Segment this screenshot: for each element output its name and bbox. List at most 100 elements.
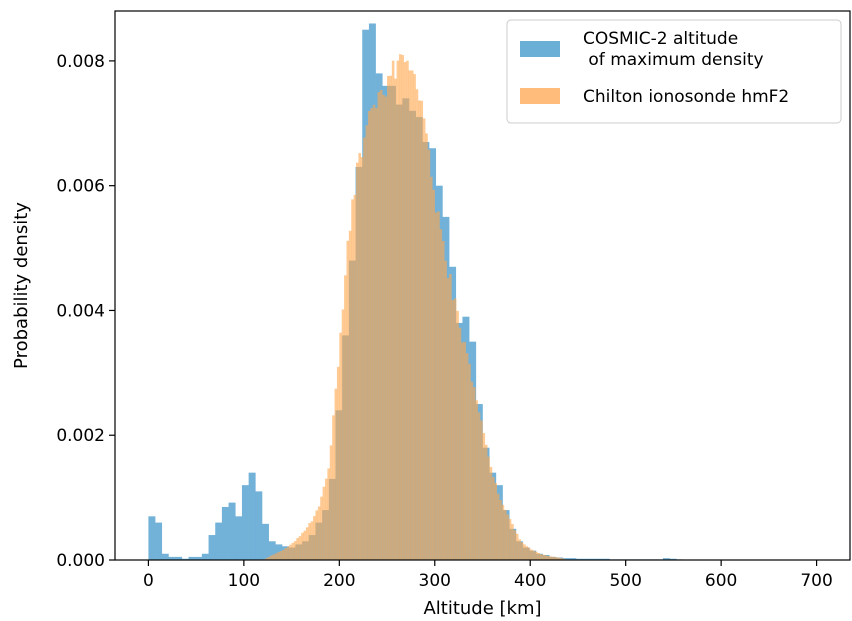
chilton-bar (472, 387, 476, 560)
chilton-bar (284, 548, 288, 560)
chilton-bar (558, 557, 562, 560)
chilton-bar (551, 556, 555, 560)
chilton-bar (332, 415, 335, 560)
chilton-bar (298, 536, 302, 560)
chilton-bar (461, 342, 464, 560)
chilton-bar (503, 509, 507, 560)
chilton-bar (272, 554, 276, 560)
x-axis-label: Altitude [km] (423, 598, 541, 619)
chilton-bar (487, 456, 490, 560)
cosmic-bar (215, 522, 223, 560)
chilton-bar (554, 557, 557, 560)
chilton-bar (327, 468, 330, 560)
cosmic-bar (562, 558, 570, 560)
chilton-bar (413, 74, 416, 561)
y-axis: 0.000 0.002 0.004 0.006 0.008 (56, 52, 115, 571)
chilton-bar (499, 499, 502, 560)
chilton-bar (446, 278, 450, 560)
legend-swatch-chilton (520, 88, 560, 104)
chilton-bar (525, 546, 529, 560)
chilton-bar (537, 553, 540, 560)
cosmic-bar (262, 523, 269, 560)
chilton-bar (535, 551, 538, 560)
chilton-bar (492, 477, 495, 560)
cosmic-bar (228, 502, 236, 560)
chilton-bar (296, 538, 299, 560)
chilton-bar (308, 523, 311, 560)
chilton-bar (325, 478, 328, 560)
chilton-bar (458, 327, 462, 560)
chilton-bar (265, 558, 268, 560)
chilton-bar (351, 199, 354, 560)
chilton-bar (341, 309, 345, 560)
chilton-bar (511, 524, 514, 560)
chilton-bar (484, 444, 488, 560)
x-tick-label: 0 (143, 571, 154, 591)
chilton-bar (420, 100, 424, 561)
chilton-bar (506, 514, 509, 560)
chilton-bar (410, 70, 414, 561)
chilton-bar (527, 547, 531, 560)
y-axis-label: Probability density (11, 202, 32, 369)
legend-label-chilton: Chilton ionosonde hmF2 (583, 87, 789, 107)
chilton-bar (403, 62, 407, 560)
cosmic-bar (221, 506, 229, 560)
chilton-bar (432, 189, 435, 560)
x-axis: 0 100 200 300 400 500 600 700 (143, 560, 833, 591)
legend: COSMIC-2 altitude of maximum density Chil… (506, 19, 842, 124)
chilton-bar (415, 89, 419, 560)
cosmic-bar (596, 558, 604, 560)
cosmic-bar (188, 556, 196, 560)
cosmic-bar (255, 491, 263, 561)
cosmic-bar (268, 541, 276, 560)
chilton-bar (422, 118, 426, 561)
cosmic-bar (155, 522, 163, 560)
legend-swatch-cosmic (520, 41, 560, 57)
x-tick-label: 200 (323, 571, 355, 591)
chilton-bar (396, 60, 400, 561)
chilton-bar (406, 60, 409, 560)
chilton-bar (270, 555, 273, 560)
chilton-bar (367, 110, 371, 560)
chilton-bar (322, 486, 326, 560)
cosmic-bar (662, 558, 670, 560)
chilton-bar (389, 75, 393, 561)
chilton-bar (470, 381, 474, 560)
chilton-bar (556, 557, 560, 560)
chilton-bar (444, 260, 447, 560)
chilton-bar (320, 496, 323, 560)
chilton-bar (425, 133, 428, 560)
chilton-bar (539, 554, 543, 560)
cosmic-bar (241, 485, 249, 560)
chilton-bar (532, 550, 536, 560)
chilton-bar (301, 532, 304, 560)
chilton-bar (430, 176, 433, 561)
chilton-bar (477, 412, 481, 560)
chilton-bar (398, 54, 402, 561)
chilton-bar (456, 310, 459, 560)
cosmic-bar (669, 558, 677, 560)
y-tick-label: 0.000 (56, 551, 105, 571)
chilton-bar (293, 541, 297, 560)
x-tick-label: 600 (705, 571, 737, 591)
chilton-bar (377, 92, 381, 560)
x-tick-label: 400 (514, 571, 546, 591)
cosmic-bar (208, 535, 216, 560)
chilton-bar (282, 549, 285, 560)
chilton-bar (518, 539, 521, 560)
y-tick-label: 0.004 (56, 301, 105, 321)
cosmic-bar (148, 516, 156, 560)
chilton-bar (439, 229, 443, 561)
cosmic-bar (168, 556, 176, 560)
chilton-bar (561, 558, 564, 560)
y-tick-label: 0.002 (56, 426, 105, 446)
x-tick-label: 700 (800, 571, 832, 591)
chilton-bar (449, 274, 452, 560)
chilton-bar (277, 552, 280, 560)
chilton-bar (279, 551, 283, 560)
chilton-bar (542, 554, 545, 560)
cosmic-bar (195, 556, 203, 560)
chilton-bar (453, 298, 457, 560)
chilton-bar (274, 553, 278, 560)
cosmic-bar (248, 472, 256, 560)
